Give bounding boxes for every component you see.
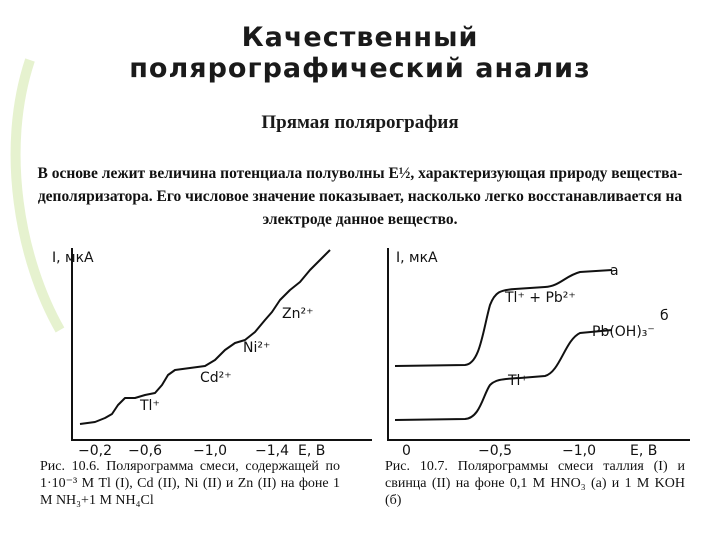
polarogram-a	[394, 269, 613, 367]
x-tick-label: −0,6	[128, 443, 162, 459]
x-label: E, В	[298, 443, 325, 459]
x-label: E, В	[630, 443, 657, 459]
title: Качественный полярографический анализ	[0, 22, 720, 84]
x-tick-label: 0	[402, 443, 411, 459]
axes	[387, 248, 690, 441]
decoration	[10, 58, 65, 333]
x-tick-label: −1,4	[255, 443, 289, 459]
curve-label: а	[610, 263, 619, 279]
x-tick-label: −1,0	[562, 443, 596, 459]
curve-label: Tl⁺ + Pb²⁺	[504, 290, 576, 306]
curve-label: Pb(OH)₃⁻	[592, 324, 655, 340]
title-line: полярографический анализ	[129, 53, 591, 84]
curve-label: Tl⁺	[507, 373, 528, 389]
curve-label: Tl⁺	[139, 398, 160, 414]
paragraph: В основе лежит величина потенциала полув…	[37, 165, 683, 228]
curve-label: Ni²⁺	[243, 340, 270, 356]
caption: Рис. 10.7. Полярограммы смеси таллия (I)…	[385, 459, 685, 508]
axes	[71, 248, 372, 441]
curve-label: Zn²⁺	[282, 306, 313, 322]
caption: Рис. 10.6. Полярограмма смеси, содержаще…	[40, 459, 340, 508]
curve-label: Cd²⁺	[200, 370, 232, 386]
x-tick-label: −1,0	[193, 443, 227, 459]
x-tick-label: −0,2	[78, 443, 112, 459]
x-tick-label: −0,5	[478, 443, 512, 459]
y-label: I, мкА	[396, 250, 438, 266]
title-line: Качественный	[241, 22, 479, 53]
subtitle: Прямая полярография	[261, 112, 459, 133]
polarogram	[79, 249, 331, 425]
curve-label: б	[660, 308, 669, 324]
polarogram-b	[394, 329, 613, 421]
y-label: I, мкА	[52, 250, 94, 266]
